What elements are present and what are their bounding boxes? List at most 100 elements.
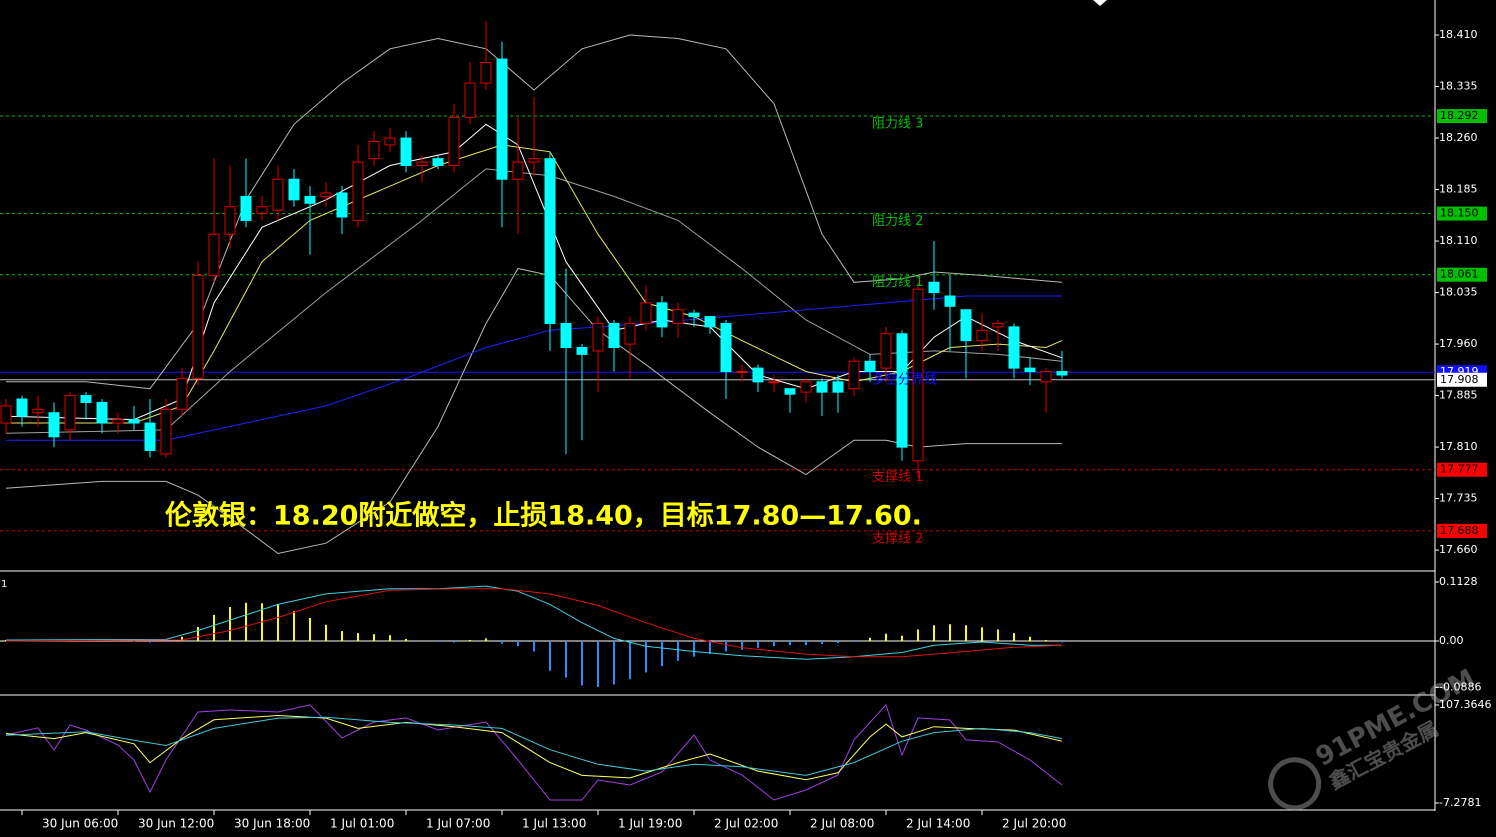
candle-body	[256, 206, 268, 215]
price-label: 17.688	[1440, 524, 1479, 537]
candle-body	[736, 371, 748, 374]
y-tick-label: 18.410	[1439, 28, 1478, 41]
x-tick-label: 30 Jun 18:00	[234, 817, 310, 831]
candle-body	[96, 401, 108, 424]
candle-body	[656, 302, 668, 328]
candle-body	[208, 233, 220, 276]
y-tick-label: -0.0886	[1439, 680, 1481, 693]
histogram-bar	[757, 641, 759, 648]
level-name: 阻力线 1	[872, 275, 923, 290]
watermark-logo	[1268, 757, 1322, 811]
candle-body	[752, 367, 764, 383]
candle-body	[800, 381, 812, 393]
histogram-bar	[533, 641, 535, 652]
panel	[0, 21, 1435, 555]
level-name: 阻力线 3	[872, 117, 923, 132]
candle-body	[480, 61, 492, 84]
histogram-bar	[485, 638, 487, 642]
candle-body	[880, 333, 892, 369]
indicator-line	[6, 144, 1063, 424]
candle-body	[544, 158, 556, 324]
histogram-bar	[645, 641, 647, 673]
histogram-bar	[549, 641, 551, 671]
panel	[0, 585, 1435, 688]
histogram-bar	[725, 641, 727, 652]
candle-body	[32, 408, 44, 414]
candle-body	[976, 329, 988, 342]
level-name: 支撑线 2	[872, 531, 923, 546]
y-tick-label: 17.960	[1439, 337, 1478, 350]
indicator-line	[6, 34, 1063, 390]
histogram-bar	[677, 641, 679, 661]
histogram-bar	[517, 641, 519, 647]
x-tick-label: 1 Jul 19:00	[618, 817, 682, 831]
candle-body	[416, 161, 428, 167]
candle-body	[336, 192, 348, 218]
candle-body	[1056, 371, 1068, 376]
x-tick-label: 2 Jul 02:00	[714, 817, 778, 831]
candle-body	[848, 360, 860, 390]
candle-body	[832, 381, 844, 393]
x-tick-label: 30 Jun 12:00	[138, 817, 214, 831]
candle-body	[80, 395, 92, 403]
candle-body	[176, 377, 188, 410]
y-tick-label: 17.810	[1439, 440, 1478, 453]
y-tick-label: 18.185	[1439, 183, 1478, 196]
histogram-bar	[293, 611, 295, 642]
histogram-bar	[437, 641, 439, 643]
histogram-bar	[245, 602, 247, 642]
histogram-bar	[997, 629, 999, 642]
y-tick-label: -7.2781	[1439, 796, 1481, 809]
candle-body	[304, 195, 316, 204]
candle-body	[240, 195, 252, 221]
histogram-bar	[597, 641, 599, 688]
price-label-box	[1437, 462, 1487, 477]
candle-body	[992, 322, 1004, 328]
histogram-bar	[661, 641, 663, 667]
histogram-bar	[1013, 633, 1015, 642]
candle-body	[944, 295, 956, 307]
candle-body	[688, 312, 700, 318]
x-tick-label: 2 Jul 08:00	[810, 817, 874, 831]
histogram-bar	[965, 625, 967, 642]
candle-body	[720, 322, 732, 373]
candle-body	[192, 274, 204, 379]
candle-body	[272, 178, 284, 211]
price-label: 18.150	[1440, 207, 1479, 220]
candle-body	[144, 422, 156, 452]
y-tick-label: 0.1128	[1439, 575, 1478, 588]
candle-body	[1008, 326, 1020, 369]
price-label-box	[1437, 206, 1487, 221]
x-tick-label: 2 Jul 14:00	[906, 817, 970, 831]
indicator-line	[5, 588, 1063, 658]
histogram-bar	[869, 637, 871, 642]
histogram-bar	[853, 641, 855, 643]
histogram-bar	[453, 641, 455, 643]
y-tick-label: 18.260	[1439, 131, 1478, 144]
candle-body	[112, 419, 124, 424]
candle-body	[704, 316, 716, 328]
candle-body	[400, 137, 412, 167]
panel	[5, 703, 1063, 801]
histogram-bar	[933, 625, 935, 642]
histogram-bar	[277, 603, 279, 642]
indicator-line	[5, 716, 1063, 776]
level-name: 阻力线 2	[872, 214, 923, 229]
histogram-bar	[197, 626, 199, 642]
y-tick-label: 18.035	[1439, 286, 1478, 299]
price-label-box	[1437, 109, 1487, 124]
candle-body	[624, 322, 636, 345]
histogram-bar	[581, 641, 583, 686]
y-tick-label: 17.660	[1439, 543, 1478, 556]
histogram-bar	[469, 639, 471, 642]
y-tick-label: 18.110	[1439, 234, 1478, 247]
candle-body	[352, 161, 364, 221]
histogram-bar	[981, 627, 983, 642]
y-tick-label: 17.885	[1439, 389, 1478, 402]
candle-body	[0, 405, 12, 424]
candle-body	[816, 381, 828, 393]
panel-label: 1	[1, 579, 7, 590]
indicator-line	[5, 585, 1062, 660]
